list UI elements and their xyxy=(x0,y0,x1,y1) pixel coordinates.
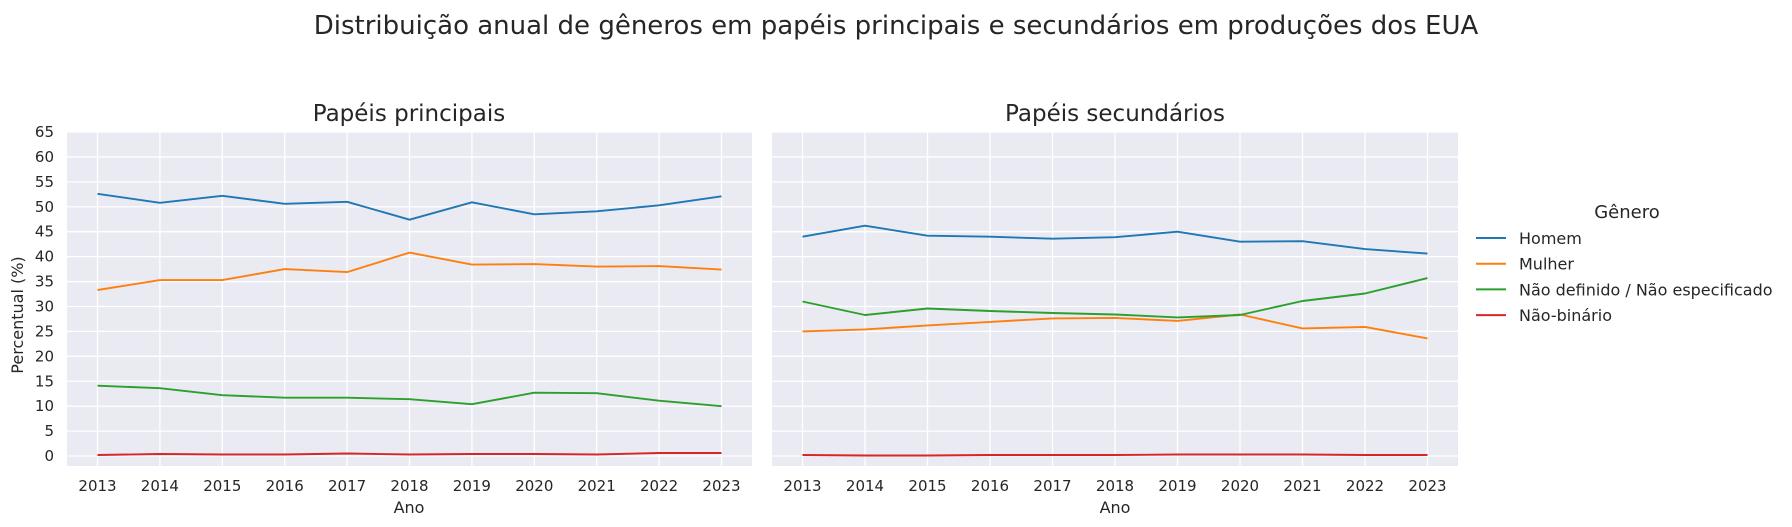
legend-label-homem: Homem xyxy=(1519,229,1582,248)
y-tick-label: 65 xyxy=(35,123,54,141)
y-tick-label: 55 xyxy=(35,173,54,191)
y-tick-label: 30 xyxy=(35,297,54,315)
x-tick-label: 2014 xyxy=(141,477,179,495)
y-tick-label: 0 xyxy=(44,447,54,465)
y-tick-label: 60 xyxy=(35,148,54,166)
x-tick-label: 2017 xyxy=(328,477,366,495)
series-line-nao-binario xyxy=(802,453,1428,457)
legend: Gênero Homem Mulher Não definido / Não esp… xyxy=(1476,202,1773,325)
panel-title: Papéis principais xyxy=(313,101,506,127)
legend-label-mulher: Mulher xyxy=(1519,255,1574,274)
x-axis-label: Ano xyxy=(1100,498,1131,517)
y-tick-label: 5 xyxy=(44,422,54,440)
x-tick-label: 2019 xyxy=(453,477,491,495)
x-tick-label: 2015 xyxy=(908,477,946,495)
series-line-nao-definido-nao-especificado xyxy=(802,277,1428,319)
y-tick-label: 10 xyxy=(35,397,54,415)
x-axis-label: Ano xyxy=(394,498,425,517)
chart-title: Distribuição anual de gêneros em papéis … xyxy=(314,11,1479,41)
x-tick-label: 2015 xyxy=(203,477,241,495)
series-line-mulher xyxy=(802,313,1428,340)
x-tick-label: 2014 xyxy=(846,477,884,495)
x-tick-label: 2023 xyxy=(702,477,740,495)
panel-papeis-principais: 0 5 10 15 20 25 30 35 40 45 50 55 60 65 2013 2014 2015 20… xyxy=(35,101,752,517)
y-axis-label: Percentual (%) xyxy=(8,256,27,373)
panel-title: Papéis secundários xyxy=(1005,101,1225,127)
x-tick-label: 2013 xyxy=(78,477,116,495)
x-tick-label: 2020 xyxy=(515,477,553,495)
y-tick-label: 40 xyxy=(35,248,54,266)
y-tick-label: 35 xyxy=(35,273,54,291)
series-line-mulher xyxy=(97,251,722,291)
y-tick-label: 20 xyxy=(35,347,54,365)
panel-papeis-secundarios: 2013 2014 2015 2016 2017 2018 2019 2020 2021 2022… xyxy=(772,101,1458,517)
x-tick-label: 2022 xyxy=(640,477,678,495)
legend-label-nao-definido-nao-especificado: Não definido / Não especificado xyxy=(1519,280,1773,299)
legend-title: Gênero xyxy=(1594,202,1660,223)
x-tick-label: 2020 xyxy=(1221,477,1259,495)
x-tick-label: 2019 xyxy=(1158,477,1196,495)
y-tick-label: 45 xyxy=(35,223,54,241)
x-tick-label: 2013 xyxy=(783,477,821,495)
x-tick-label: 2022 xyxy=(1346,477,1384,495)
y-tick-label: 25 xyxy=(35,322,54,340)
x-tick-label: 2021 xyxy=(578,477,616,495)
y-tick-label: 50 xyxy=(35,198,54,216)
legend-label-nao-binario: Não-binário xyxy=(1519,306,1612,325)
x-tick-label: 2018 xyxy=(1096,477,1134,495)
x-tick-label: 2016 xyxy=(266,477,304,495)
x-tick-label: 2023 xyxy=(1408,477,1446,495)
series-line-homem xyxy=(802,224,1428,255)
series-line-nao-binario xyxy=(97,452,722,456)
x-tick-label: 2018 xyxy=(390,477,428,495)
x-tick-label: 2021 xyxy=(1283,477,1321,495)
y-tick-label: 15 xyxy=(35,372,54,390)
x-tick-label: 2017 xyxy=(1033,477,1071,495)
series-line-homem xyxy=(97,192,722,221)
x-tick-label: 2016 xyxy=(971,477,1009,495)
series-line-nao-definido-nao-especificado xyxy=(97,384,722,408)
